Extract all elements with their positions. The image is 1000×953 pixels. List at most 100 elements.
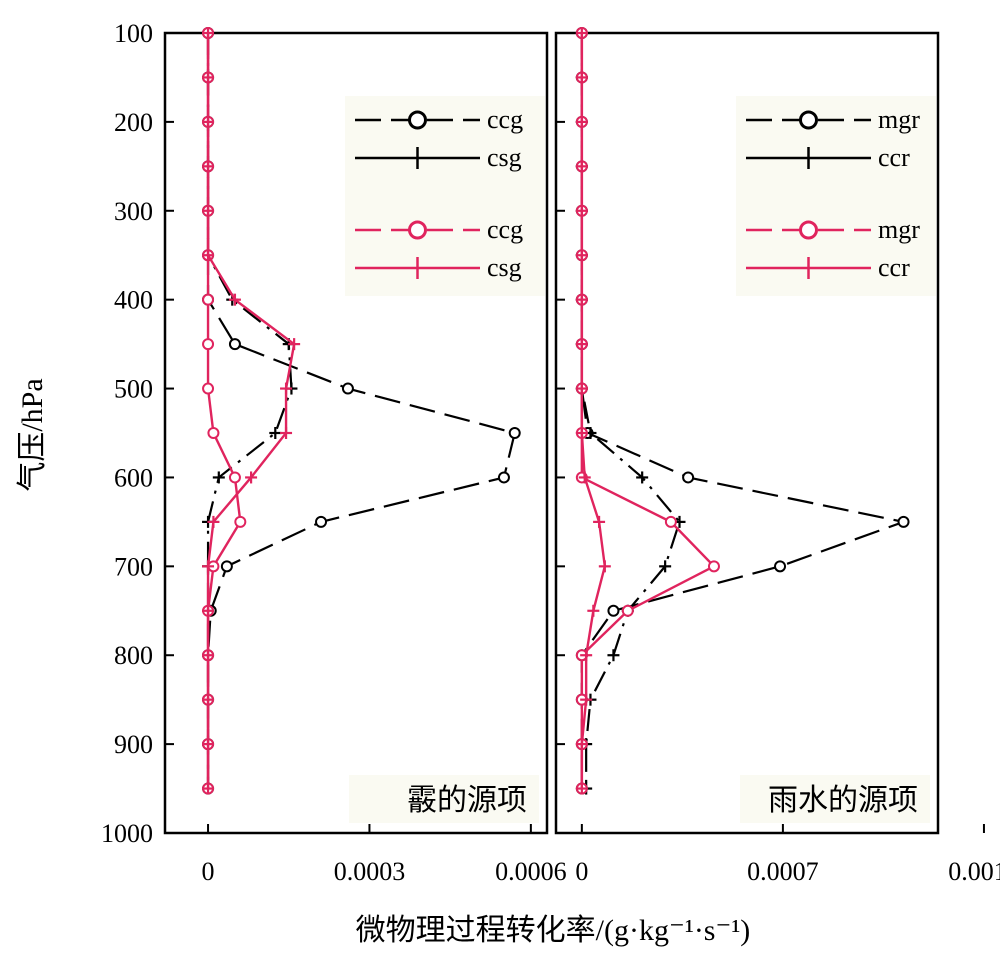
legend-item: ccg xyxy=(355,105,523,134)
legend: mgr ccr mgr ccr xyxy=(736,96,936,296)
data-point xyxy=(593,515,606,528)
y-tick-label: 700 xyxy=(114,552,153,581)
panel-graupel: 0 0.0003 0.0006 ccg csg ccg csg 霰的源项 xyxy=(163,27,567,886)
data-point xyxy=(575,249,588,262)
data-point xyxy=(575,160,588,173)
plot-frame xyxy=(163,31,549,835)
legend-marker xyxy=(408,110,427,130)
data-point xyxy=(207,515,220,528)
data-point xyxy=(575,427,588,439)
legend-marker xyxy=(799,220,818,240)
data-point xyxy=(202,560,215,573)
data-point xyxy=(202,204,215,217)
legend-item: ccr xyxy=(746,253,910,282)
legend-label: ccr xyxy=(878,143,910,172)
x-tick-label: 0 xyxy=(202,857,215,886)
x-tick-label: 0.0006 xyxy=(495,857,567,886)
series-csg-black xyxy=(202,27,298,795)
series-ccr-red xyxy=(575,27,611,795)
x-tick-label: 0.0007 xyxy=(747,857,819,886)
data-point xyxy=(575,71,588,84)
y-tick-label: 800 xyxy=(114,641,153,670)
x-axis-title: 微物理过程转化率/(g·kg⁻¹·s⁻¹) xyxy=(356,914,751,947)
data-point xyxy=(497,471,510,484)
x-tick-label: 0.0003 xyxy=(334,857,406,886)
series-ccr-black xyxy=(575,27,686,795)
data-point xyxy=(202,338,215,351)
legend-label: csg xyxy=(487,143,522,172)
legend-label: mgr xyxy=(878,215,920,244)
series-csg-red xyxy=(202,27,301,795)
legend-item: csg xyxy=(355,253,522,282)
panel-label-background xyxy=(740,775,930,823)
data-point xyxy=(202,649,215,662)
data-point xyxy=(578,471,591,484)
data-point xyxy=(575,782,588,795)
legend-background xyxy=(345,96,545,296)
data-point xyxy=(234,515,247,528)
data-point xyxy=(220,560,233,573)
data-point xyxy=(280,382,293,395)
legend-marker xyxy=(799,110,818,130)
data-point xyxy=(707,560,720,573)
data-point xyxy=(228,471,241,484)
data-point xyxy=(228,338,241,351)
data-point xyxy=(774,560,787,573)
series-line xyxy=(580,33,716,789)
data-point xyxy=(607,649,620,662)
data-point xyxy=(575,204,588,217)
series-line xyxy=(580,33,607,789)
legend-label: ccg xyxy=(487,105,523,134)
data-point xyxy=(580,693,593,706)
data-point xyxy=(587,604,600,617)
series-line xyxy=(206,33,242,789)
data-point xyxy=(202,382,215,395)
legend-label: csg xyxy=(487,253,522,282)
series-line xyxy=(206,33,293,789)
legend-item: ccg xyxy=(355,215,523,244)
data-point xyxy=(580,649,593,662)
data-point xyxy=(664,515,677,528)
data-point xyxy=(315,515,328,528)
data-point xyxy=(269,427,282,439)
panel-label-background xyxy=(349,775,539,823)
data-point xyxy=(575,115,588,128)
x-tick-label: 0.0014 xyxy=(948,857,1000,886)
panel-label: 霰的源项 xyxy=(349,775,539,823)
legend-background xyxy=(736,96,936,296)
x-tick-label: 0 xyxy=(575,857,588,886)
legend-item: mgr xyxy=(746,105,920,134)
series-line xyxy=(580,33,681,789)
data-point xyxy=(897,515,910,528)
legend-marker xyxy=(408,220,427,240)
panel-label: 雨水的源项 xyxy=(740,775,930,823)
legend-item: csg xyxy=(355,143,522,172)
y-tick-label: 100 xyxy=(114,19,153,48)
data-point xyxy=(228,293,241,306)
y-tick-label: 200 xyxy=(114,108,153,137)
data-point xyxy=(202,160,215,173)
y-tick-label: 1000 xyxy=(101,819,153,848)
legend-label: mgr xyxy=(878,105,920,134)
y-tick-label: 500 xyxy=(114,375,153,404)
data-point xyxy=(202,293,215,306)
data-point xyxy=(341,382,354,395)
plot-frame xyxy=(554,31,940,835)
data-point xyxy=(202,27,215,39)
y-tick-label: 900 xyxy=(114,730,153,759)
data-point xyxy=(575,293,588,306)
y-tick-label: 400 xyxy=(114,286,153,315)
data-point xyxy=(202,604,215,617)
data-point xyxy=(636,471,649,484)
data-point xyxy=(621,604,634,617)
data-point xyxy=(245,471,258,484)
legend: ccg csg ccg csg xyxy=(345,96,545,296)
data-point xyxy=(280,427,293,439)
panel-label-text: 雨水的源项 xyxy=(768,784,918,817)
data-point xyxy=(202,738,215,751)
data-point xyxy=(575,338,588,351)
data-point xyxy=(212,471,225,484)
legend-label: ccr xyxy=(878,253,910,282)
y-tick-label: 600 xyxy=(114,463,153,492)
